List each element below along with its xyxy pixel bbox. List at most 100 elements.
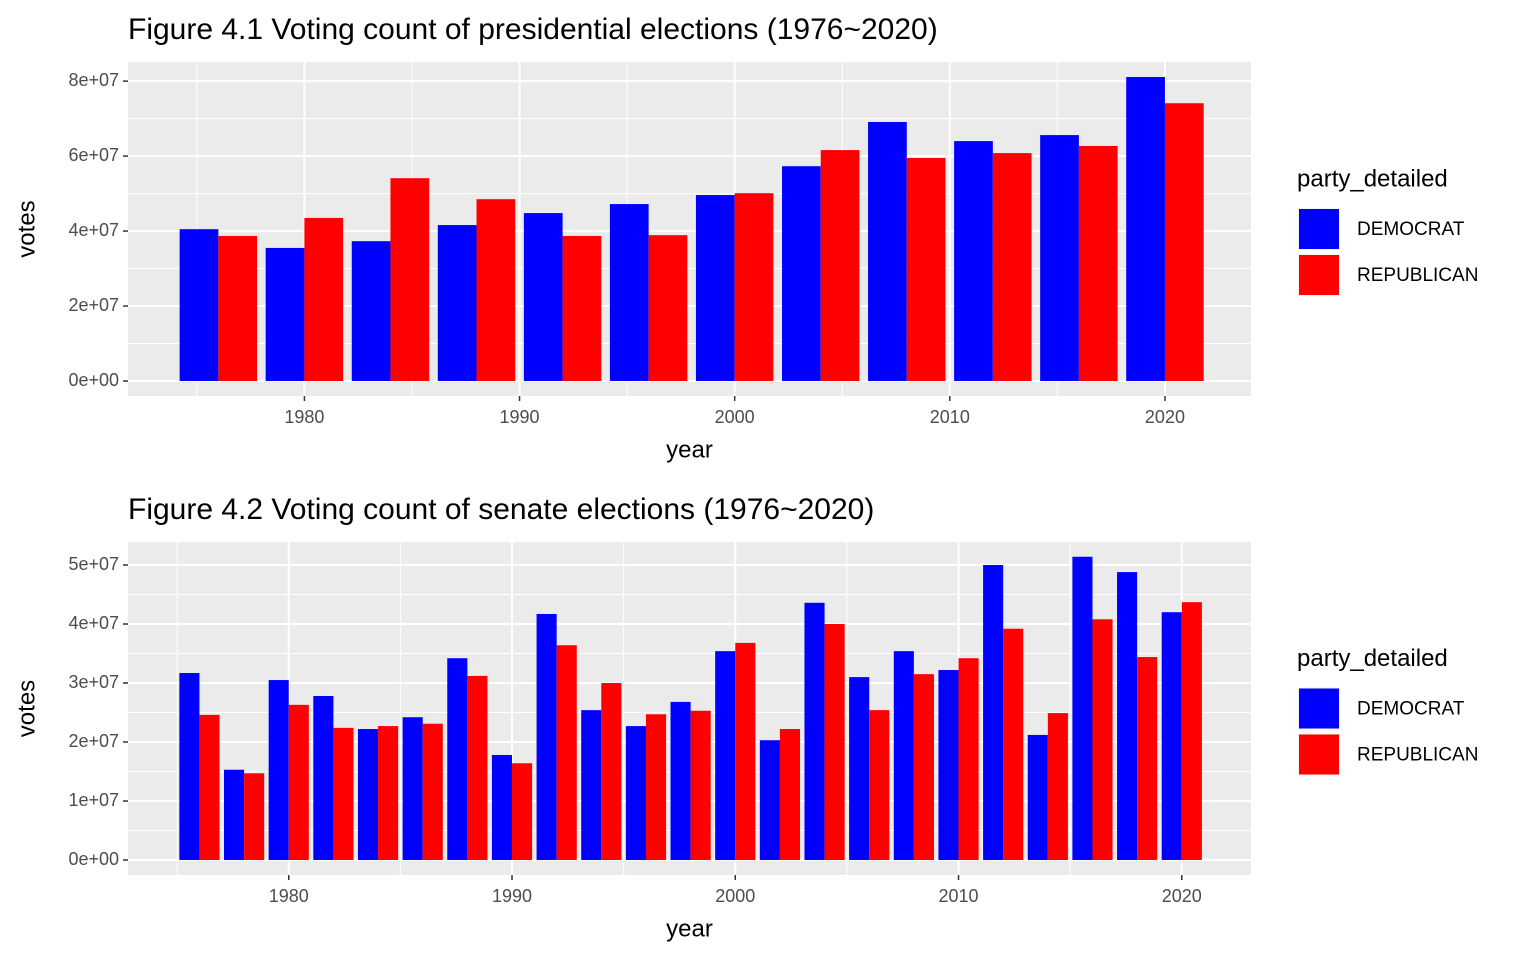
bar: [1027, 734, 1048, 861]
x-tick-label: 1990: [492, 886, 532, 906]
x-tick-label: 2010: [930, 407, 970, 427]
bar: [893, 651, 914, 861]
bar: [820, 150, 860, 382]
bar: [824, 624, 845, 861]
bar: [906, 157, 946, 382]
legend-label: REPUBLICAN: [1357, 745, 1478, 766]
bar: [288, 704, 309, 861]
bar: [357, 729, 379, 861]
bar: [562, 235, 602, 382]
bar: [333, 727, 354, 861]
bar: [1164, 103, 1204, 382]
bar: [304, 217, 344, 382]
y-tick-label: 5e+07: [68, 554, 119, 574]
bar: [779, 729, 801, 861]
bar: [447, 658, 468, 861]
legend-swatch: [1299, 734, 1339, 775]
y-tick-label: 0e+00: [68, 849, 119, 869]
legend-swatch: [1299, 209, 1339, 249]
bar: [625, 726, 646, 861]
chart: Figure 4.1 Voting count of presidential …: [13, 13, 1478, 463]
bar: [695, 195, 735, 382]
x-tick-label: 2000: [715, 407, 755, 427]
y-tick-label: 1e+07: [68, 790, 119, 810]
legend-swatch: [1299, 255, 1339, 295]
x-tick-label: 1980: [284, 407, 324, 427]
bar: [690, 710, 711, 861]
x-axis-title: year: [666, 915, 713, 942]
legend-title: party_detailed: [1297, 645, 1448, 672]
bar: [1181, 602, 1202, 861]
bar: [869, 710, 890, 861]
legend-swatch: [1299, 688, 1339, 729]
y-tick-label: 3e+07: [68, 672, 119, 692]
bar: [491, 754, 513, 861]
bar: [556, 645, 577, 861]
y-tick-label: 2e+07: [68, 295, 119, 315]
x-tick-label: 1980: [269, 886, 309, 906]
x-tick-label: 2010: [939, 886, 979, 906]
bar: [179, 229, 219, 382]
y-tick-label: 4e+07: [68, 613, 119, 633]
legend-label: REPUBLICAN: [1357, 265, 1478, 286]
legend-label: DEMOCRAT: [1357, 219, 1465, 240]
bar: [402, 717, 423, 861]
bar: [581, 710, 602, 861]
bar: [645, 714, 667, 861]
bar: [759, 740, 780, 861]
bar: [609, 204, 649, 382]
chart-title: Figure 4.1 Voting count of presidential …: [128, 13, 938, 46]
bar: [670, 701, 691, 861]
bar: [1092, 619, 1113, 861]
y-tick-label: 0e+00: [68, 370, 119, 390]
x-tick-label: 2000: [715, 886, 755, 906]
bar: [313, 695, 334, 861]
bar: [199, 714, 220, 861]
bar: [735, 642, 756, 861]
bar: [1117, 572, 1138, 861]
bar: [523, 213, 563, 382]
bar: [804, 602, 825, 861]
bar: [265, 247, 305, 382]
legend-label: DEMOCRAT: [1357, 699, 1465, 720]
x-tick-label: 2020: [1145, 407, 1185, 427]
bar: [390, 178, 430, 382]
x-tick-label: 2020: [1162, 886, 1202, 906]
bar: [715, 651, 736, 861]
bar: [782, 166, 821, 382]
bar: [224, 769, 245, 861]
bar: [536, 613, 557, 861]
y-axis-title: votes: [13, 200, 40, 257]
bar: [1137, 657, 1158, 861]
bar: [983, 565, 1004, 861]
bar: [734, 193, 774, 382]
bar: [1003, 628, 1024, 861]
bar: [954, 141, 993, 382]
bar: [938, 670, 959, 861]
y-tick-label: 8e+07: [68, 70, 119, 90]
bar: [913, 674, 934, 861]
bar: [1040, 135, 1079, 382]
bar: [218, 235, 258, 382]
bar: [1126, 76, 1165, 382]
bar: [601, 683, 622, 861]
chart-title: Figure 4.2 Voting count of senate electi…: [128, 493, 874, 526]
y-tick-label: 4e+07: [68, 220, 119, 240]
bar: [351, 241, 391, 382]
bar: [378, 726, 399, 861]
bar: [476, 199, 516, 382]
y-tick-label: 2e+07: [68, 731, 119, 751]
bar: [1047, 713, 1068, 861]
y-axis-title: votes: [13, 680, 40, 737]
bar: [868, 121, 907, 382]
y-tick-label: 6e+07: [68, 145, 119, 165]
bar: [648, 235, 688, 382]
chart: Figure 4.2 Voting count of senate electi…: [13, 493, 1478, 942]
bar: [268, 680, 289, 861]
x-axis-title: year: [666, 436, 713, 463]
bar: [958, 658, 979, 861]
bar: [1072, 556, 1093, 861]
bar: [512, 763, 533, 861]
bar: [467, 675, 488, 861]
